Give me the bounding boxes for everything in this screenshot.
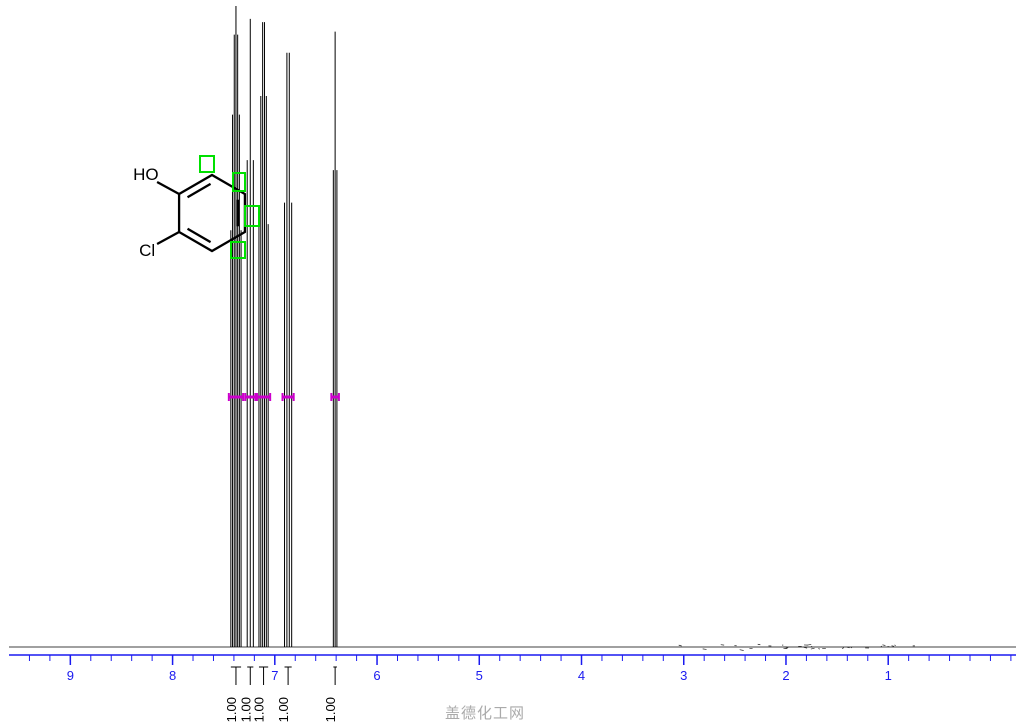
x-tick-label: 8 — [169, 668, 176, 683]
baseline-noise — [703, 649, 707, 650]
x-tick-label: 5 — [476, 668, 483, 683]
x-tick-label: 3 — [680, 668, 687, 683]
baseline-noise — [740, 650, 744, 651]
x-tick-label: 7 — [271, 668, 278, 683]
integral-label: 1.00 — [252, 697, 267, 722]
baseline-noise — [882, 645, 885, 646]
x-tick-label: 1 — [885, 668, 892, 683]
integral-label: 1.00 — [276, 697, 291, 722]
spectrum-stage: 9876543211.001.001.001.001.00HOCl 盖德化工网 — [0, 0, 1024, 724]
label-ho: HO — [133, 165, 159, 184]
aromatic-ring — [179, 175, 245, 251]
label-cl: Cl — [139, 241, 155, 260]
baseline-noise — [808, 644, 812, 645]
baseline-noise — [842, 648, 844, 649]
baseline-noise — [892, 646, 894, 647]
baseline-noise — [811, 648, 815, 649]
baseline-noise — [758, 644, 761, 645]
bond-to-cl — [157, 232, 179, 244]
x-tick-label: 4 — [578, 668, 585, 683]
baseline-noise — [804, 647, 807, 648]
spectrum-svg: 9876543211.001.001.001.001.00HOCl — [0, 0, 1024, 724]
x-tick-label: 6 — [373, 668, 380, 683]
integral-label: 1.00 — [224, 697, 239, 722]
baseline-noise — [818, 648, 819, 649]
x-tick-label: 9 — [67, 668, 74, 683]
watermark-text: 盖德化工网 — [445, 702, 525, 723]
proton-highlight-box — [200, 156, 214, 172]
bond-to-oh — [157, 182, 179, 194]
x-tick-label: 2 — [782, 668, 789, 683]
molecule-structure: HO Cl — [133, 156, 259, 260]
integral-label: 1.00 — [323, 697, 338, 722]
baseline-noise — [894, 645, 895, 646]
baseline-noise — [679, 645, 682, 646]
